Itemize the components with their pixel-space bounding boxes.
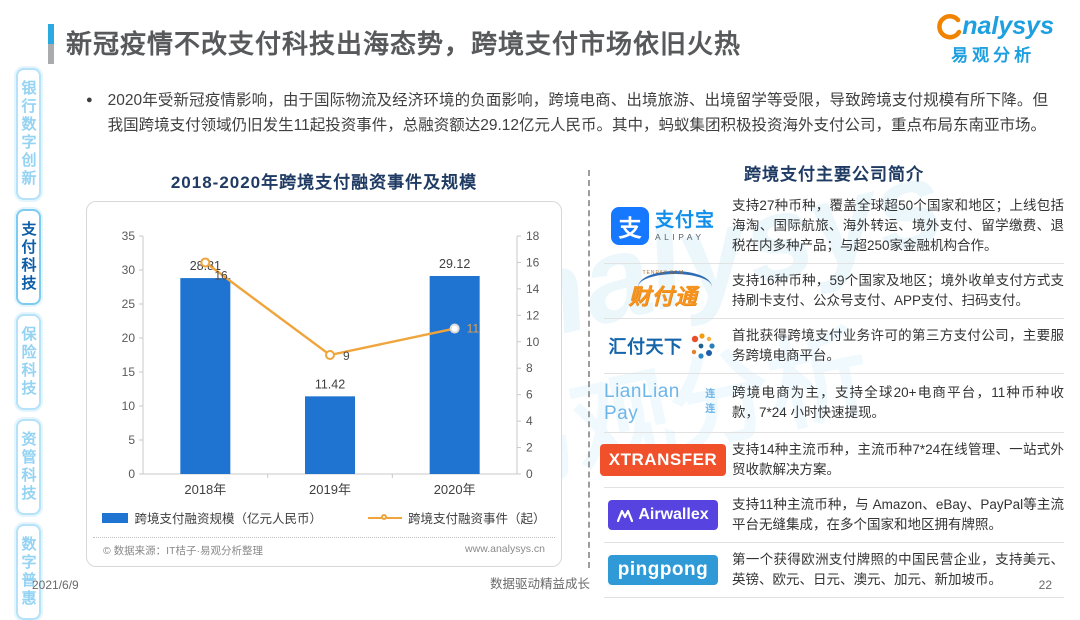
tenpay-swoosh-icon (638, 271, 713, 287)
company-row-3: 汇付天下 首批获得跨境支付业务许可的第三方支付公司，主要服务跨境电商平台。 (604, 319, 1064, 374)
svg-text:30: 30 (122, 263, 136, 277)
chart-section: 2018-2020年跨境支付融资事件及规模 0 5 10 15 20 25 30 35 0 2 4 6… (86, 168, 562, 567)
svg-text:25: 25 (122, 297, 136, 311)
svg-text:2: 2 (526, 441, 533, 455)
svg-text:35: 35 (122, 229, 136, 243)
svg-text:29.12: 29.12 (439, 257, 470, 271)
company-desc: 支持16种币种，59个国家及地区；境外收单支付方式支持刷卡支付、公众号支付、AP… (732, 273, 1064, 308)
svg-text:11: 11 (467, 322, 480, 336)
svg-text:15: 15 (122, 365, 136, 379)
footer-page-number: 22 (1038, 578, 1052, 592)
chart-title: 2018-2020年跨境支付融资事件及规模 (170, 173, 478, 192)
legend-item-line: 跨境支付融资事件（起） (368, 508, 546, 527)
svg-text:2019年: 2019年 (309, 482, 351, 497)
page-header: 新冠疫情不改支付科技出海态势，跨境支付市场依旧火热 (48, 24, 741, 64)
svg-text:14: 14 (526, 282, 540, 296)
tenpay-logo: TENPAY.COM 财付通 (628, 270, 713, 311)
airwallex-logo: Airwallex (608, 500, 718, 530)
company-row-1: 支 支付宝 ALIPAY 支持27种币种，覆盖全球超50个国家和地区；上线包括海淘… (604, 189, 1064, 264)
svg-text:2018年: 2018年 (184, 482, 226, 497)
svg-text:0: 0 (128, 467, 135, 481)
company-row-7: pingpong 第一个获得欧洲支付牌照的中国民营企业，支持美元、英镑、欧元、日… (604, 543, 1064, 598)
sidebar-tab-2[interactable]: 支付科技 (15, 209, 41, 305)
company-desc: 支持14种主流币种，主流币种7*24在线管理、一站式外贸收款解决方案。 (732, 442, 1064, 477)
company-row-2: TENPAY.COM 财付通 支持16种币种，59个国家及地区；境外收单支付方式支… (604, 264, 1064, 319)
sidebar-tab-5[interactable]: 数字普惠 (15, 524, 41, 620)
sidebar: 银行数字创新支付科技保险科技资管科技数字普惠 (6, 68, 50, 620)
company-desc: 支持27种币种，覆盖全球超50个国家和地区；上线包括海淘、国际航旅、海外转运、境… (732, 198, 1064, 253)
brand-swoosh-icon (937, 13, 962, 39)
summary-block: ● 2020年受新冠疫情影响，由于国际物流及经济环境的负面影响，跨境电商、出境旅… (86, 88, 1048, 138)
svg-text:12: 12 (526, 308, 540, 322)
chart-source: © 数据来源：IT桔子·易观分析整理 (103, 545, 263, 557)
svg-text:4: 4 (526, 414, 533, 428)
alipay-icon: 支 (610, 207, 649, 245)
svg-text:5: 5 (128, 433, 135, 447)
svg-text:20: 20 (122, 331, 136, 345)
svg-text:8: 8 (526, 361, 533, 375)
title-accent-bar (48, 24, 54, 64)
company-row-4: LianLian Pay 连连 跨境电商为主，支持全球20+电商平台，11种币种收… (604, 374, 1064, 433)
airwallex-mark-icon (617, 509, 634, 522)
brand-latin: nalysys (962, 12, 1054, 40)
svg-text:11.42: 11.42 (315, 377, 345, 391)
company-desc: 首批获得跨境支付业务许可的第三方支付公司，主要服务跨境电商平台。 (732, 328, 1064, 363)
svg-text:16: 16 (214, 268, 228, 282)
analysys-link[interactable]: www.analysys.cn (465, 543, 545, 555)
sidebar-tab-4[interactable]: 资管科技 (15, 419, 41, 515)
company-desc: 支持11种主流币种，与 Amazon、eBay、PayPal等主流平台无缝集成，… (732, 497, 1064, 532)
huifu-pinwheel-icon (691, 333, 715, 359)
svg-text:0: 0 (526, 467, 533, 481)
svg-text:10: 10 (526, 335, 540, 349)
company-desc: 跨境电商为主，支持全球20+电商平台，11种币种收款，7*24 小时快速提现。 (732, 385, 1064, 420)
line-swatch-icon (368, 513, 402, 523)
summary-text: 2020年受新冠疫情影响，由于国际物流及经济环境的负面影响，跨境电商、出境旅游、… (107, 92, 1048, 134)
page-title: 新冠疫情不改支付科技出海态势，跨境支付市场依旧火热 (66, 29, 742, 59)
legend-item-bar: 跨境支付融资规模（亿元人民币） (102, 508, 322, 527)
chart-card: 0 5 10 15 20 25 30 35 0 2 4 6 8 10 12 14 16 18 2018年 2019年 2… (86, 201, 562, 567)
huifu-logo: 汇付天下 (609, 332, 718, 360)
svg-text:10: 10 (122, 399, 136, 413)
svg-text:16: 16 (526, 255, 540, 269)
sidebar-tab-3[interactable]: 保险科技 (15, 314, 41, 410)
companies-list: 支 支付宝 ALIPAY 支持27种币种，覆盖全球超50个国家和地区；上线包括海淘… (599, 189, 1064, 598)
xtransfer-logo: XTRANSFER (599, 444, 727, 476)
footer-date: 2021/6/9 (32, 578, 79, 592)
legend-line-label: 跨境支付融资事件（起） (408, 512, 546, 526)
svg-text:18: 18 (526, 229, 540, 243)
chart-source-row: © 数据来源：IT桔子·易观分析整理 www.analysys.cn (93, 537, 555, 560)
lianlian-logo: LianLian Pay 连连 (604, 381, 716, 424)
bar-swatch-icon (102, 512, 129, 523)
company-row-6: Airwallex 支持11种主流币种，与 Amazon、eBay、PayPal… (604, 488, 1064, 543)
companies-section: 跨境支付主要公司简介 支 支付宝 ALIPAY 支持27种币种，覆盖全球超50个国… (599, 160, 1064, 598)
sidebar-tab-1[interactable]: 银行数字创新 (15, 68, 41, 200)
company-desc: 第一个获得欧洲支付牌照的中国民营企业，支持美元、英镑、欧元、日元、澳元、加元、新… (732, 552, 1064, 587)
bullet-icon: ● (86, 94, 93, 106)
vertical-divider (588, 170, 590, 568)
legend-bar-label: 跨境支付融资规模（亿元人民币） (134, 512, 322, 526)
svg-text:2020年: 2020年 (434, 482, 476, 497)
pingpong-logo: pingpong (607, 555, 719, 585)
svg-text:6: 6 (526, 388, 533, 402)
footer-slogan: 数据驱动精益成长 (489, 577, 590, 591)
combo-chart: 0 5 10 15 20 25 30 35 0 2 4 6 8 10 12 14 16 18 2018年 2019年 2… (122, 229, 540, 497)
brand-logo: nalysys 易观分析 (932, 12, 1054, 66)
alipay-logo: 支 支付宝 ALIPAY (610, 207, 715, 245)
chart-legend: 跨境支付融资规模（亿元人民币） 跨境支付融资事件（起） (93, 508, 555, 527)
svg-text:9: 9 (343, 349, 350, 363)
companies-title: 跨境支付主要公司简介 (744, 165, 924, 184)
company-row-5: XTRANSFER 支持14种主流币种，主流币种7*24在线管理、一站式外贸收款… (599, 433, 1064, 488)
brand-cn: 易观分析 (951, 46, 1036, 65)
